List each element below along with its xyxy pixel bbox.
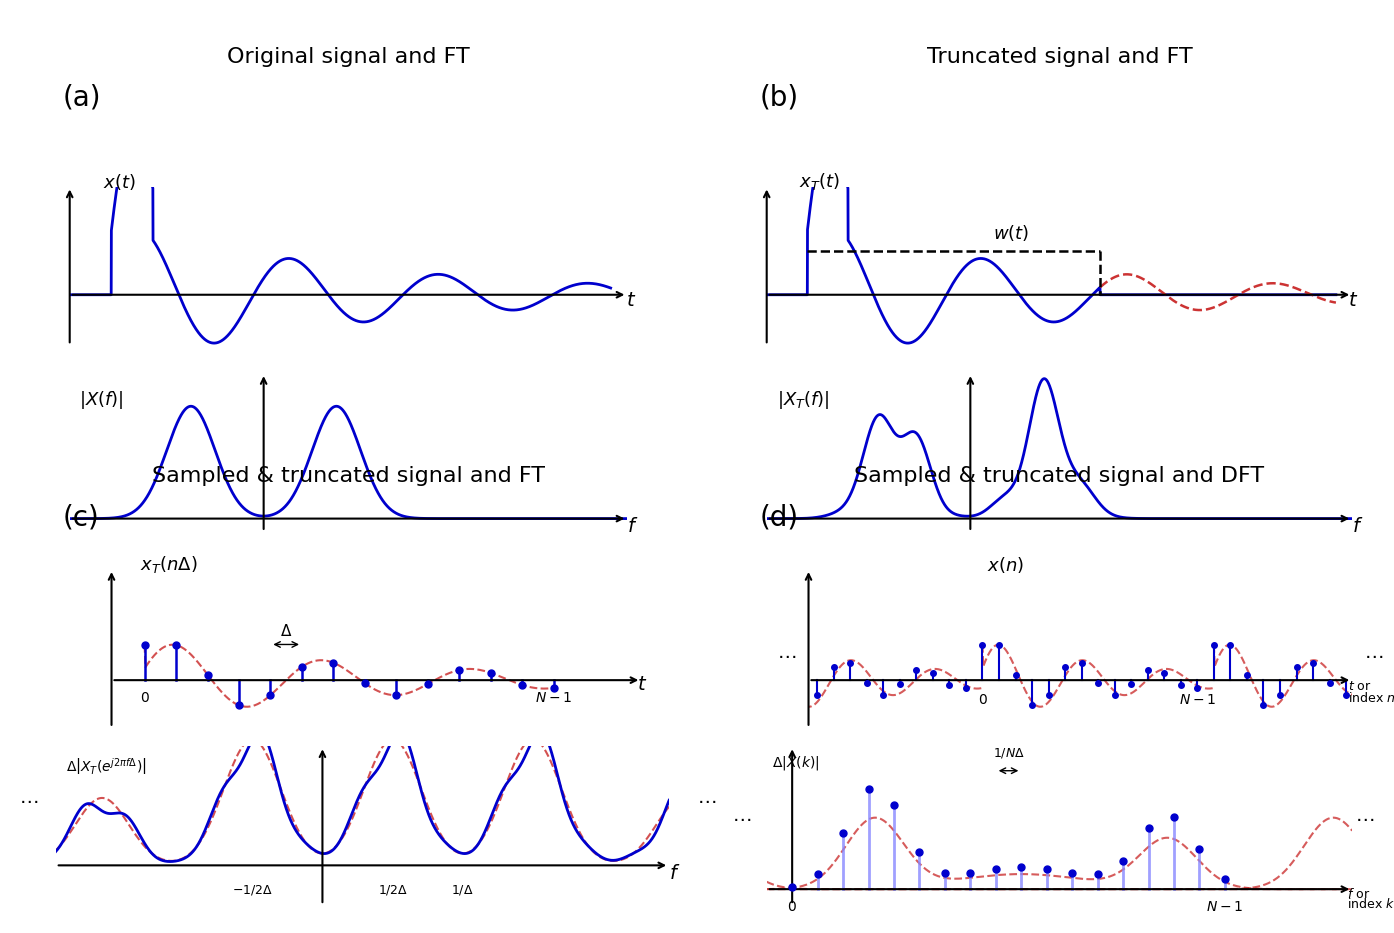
- Text: (b): (b): [760, 84, 799, 112]
- Text: $\ldots$: $\ldots$: [776, 643, 796, 661]
- Text: $N-1$: $N-1$: [1206, 899, 1243, 913]
- Text: $x_T(n\Delta)$: $x_T(n\Delta)$: [141, 554, 198, 575]
- Text: $t$ or: $t$ or: [1348, 679, 1372, 692]
- Text: Sampled & truncated signal and FT: Sampled & truncated signal and FT: [152, 466, 545, 486]
- Text: (c): (c): [63, 504, 99, 532]
- Text: $0$: $0$: [139, 691, 149, 705]
- Text: $\Delta$: $\Delta$: [280, 622, 293, 638]
- Text: $x(t)$: $x(t)$: [103, 173, 135, 192]
- Text: $x_T(t)$: $x_T(t)$: [799, 172, 841, 192]
- Text: $t$: $t$: [1348, 291, 1358, 310]
- Text: Truncated signal and FT: Truncated signal and FT: [927, 47, 1192, 66]
- Text: $1/2\Delta$: $1/2\Delta$: [378, 883, 407, 897]
- Text: $t$: $t$: [626, 291, 636, 310]
- Text: $t$: $t$: [637, 675, 647, 694]
- Text: (a): (a): [63, 84, 102, 112]
- Text: $f$: $f$: [627, 517, 638, 536]
- Text: $\Delta\left|X_T(e^{j2\pi f\Delta})\right|$: $\Delta\left|X_T(e^{j2\pi f\Delta})\righ…: [67, 756, 146, 776]
- Text: $\Delta|X(k)|$: $\Delta|X(k)|$: [772, 754, 820, 772]
- Text: Sampled & truncated signal and DFT: Sampled & truncated signal and DFT: [855, 466, 1264, 486]
- Text: $f$: $f$: [1352, 517, 1363, 536]
- Text: $\ldots$: $\ldots$: [1365, 643, 1384, 661]
- Text: $|X_T(f)|$: $|X_T(f)|$: [776, 389, 829, 411]
- Text: $|X(f)|$: $|X(f)|$: [79, 389, 124, 411]
- Text: $\ldots$: $\ldots$: [1355, 805, 1374, 825]
- Text: $\ldots$: $\ldots$: [697, 788, 717, 807]
- Text: $\ldots$: $\ldots$: [20, 788, 39, 807]
- Text: $0$: $0$: [977, 693, 987, 707]
- Text: (d): (d): [760, 504, 799, 532]
- Text: $N-1$: $N-1$: [1179, 693, 1216, 707]
- Text: $f$: $f$: [669, 864, 680, 883]
- Text: $1/N\Delta$: $1/N\Delta$: [993, 746, 1025, 760]
- Text: $\ldots$: $\ldots$: [732, 805, 751, 825]
- Text: $-1/2\Delta$: $-1/2\Delta$: [231, 883, 273, 897]
- Text: $w(t)$: $w(t)$: [993, 223, 1029, 243]
- Text: index $n$: index $n$: [1348, 691, 1394, 705]
- Text: $1/\Delta$: $1/\Delta$: [452, 883, 474, 897]
- Text: $0$: $0$: [788, 899, 797, 913]
- Text: index $k$: index $k$: [1347, 897, 1394, 911]
- Text: $N-1$: $N-1$: [535, 691, 572, 705]
- Text: Original signal and FT: Original signal and FT: [227, 47, 470, 66]
- Text: $x(n)$: $x(n)$: [987, 555, 1023, 575]
- Text: $f$ or: $f$ or: [1347, 887, 1370, 901]
